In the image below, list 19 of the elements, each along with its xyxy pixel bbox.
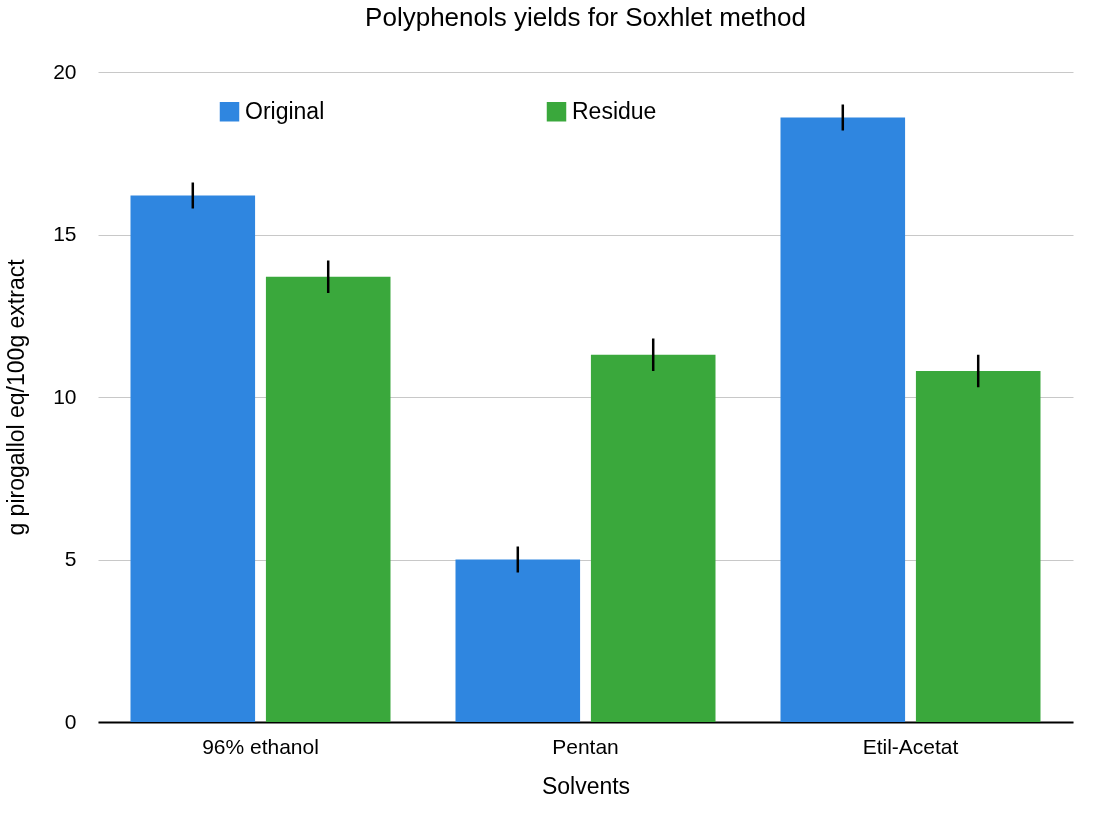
bar <box>780 117 906 722</box>
y-tick-label: 5 <box>64 547 77 570</box>
bar <box>130 195 256 722</box>
x-tick-label: Etil-Acetat <box>862 734 959 758</box>
bar <box>265 276 391 722</box>
legend-label: Original <box>245 97 325 124</box>
legend-label: Residue <box>572 97 657 124</box>
x-axis-title: Solvents <box>541 772 631 799</box>
y-tick-label: 10 <box>53 384 77 408</box>
x-tick-label: Pentan <box>552 734 619 758</box>
x-tick-label: 96% ethanol <box>202 734 319 758</box>
bar <box>590 354 716 722</box>
bar <box>915 371 1041 722</box>
chart-title: Polyphenols yields for Soxhlet method <box>365 2 806 32</box>
y-tick-label: 15 <box>53 222 77 245</box>
y-tick-label: 20 <box>53 59 77 83</box>
bar <box>455 559 581 722</box>
y-tick-label: 0 <box>64 709 77 733</box>
y-axis-title: g pirogallol eq/100g extract <box>3 258 30 536</box>
